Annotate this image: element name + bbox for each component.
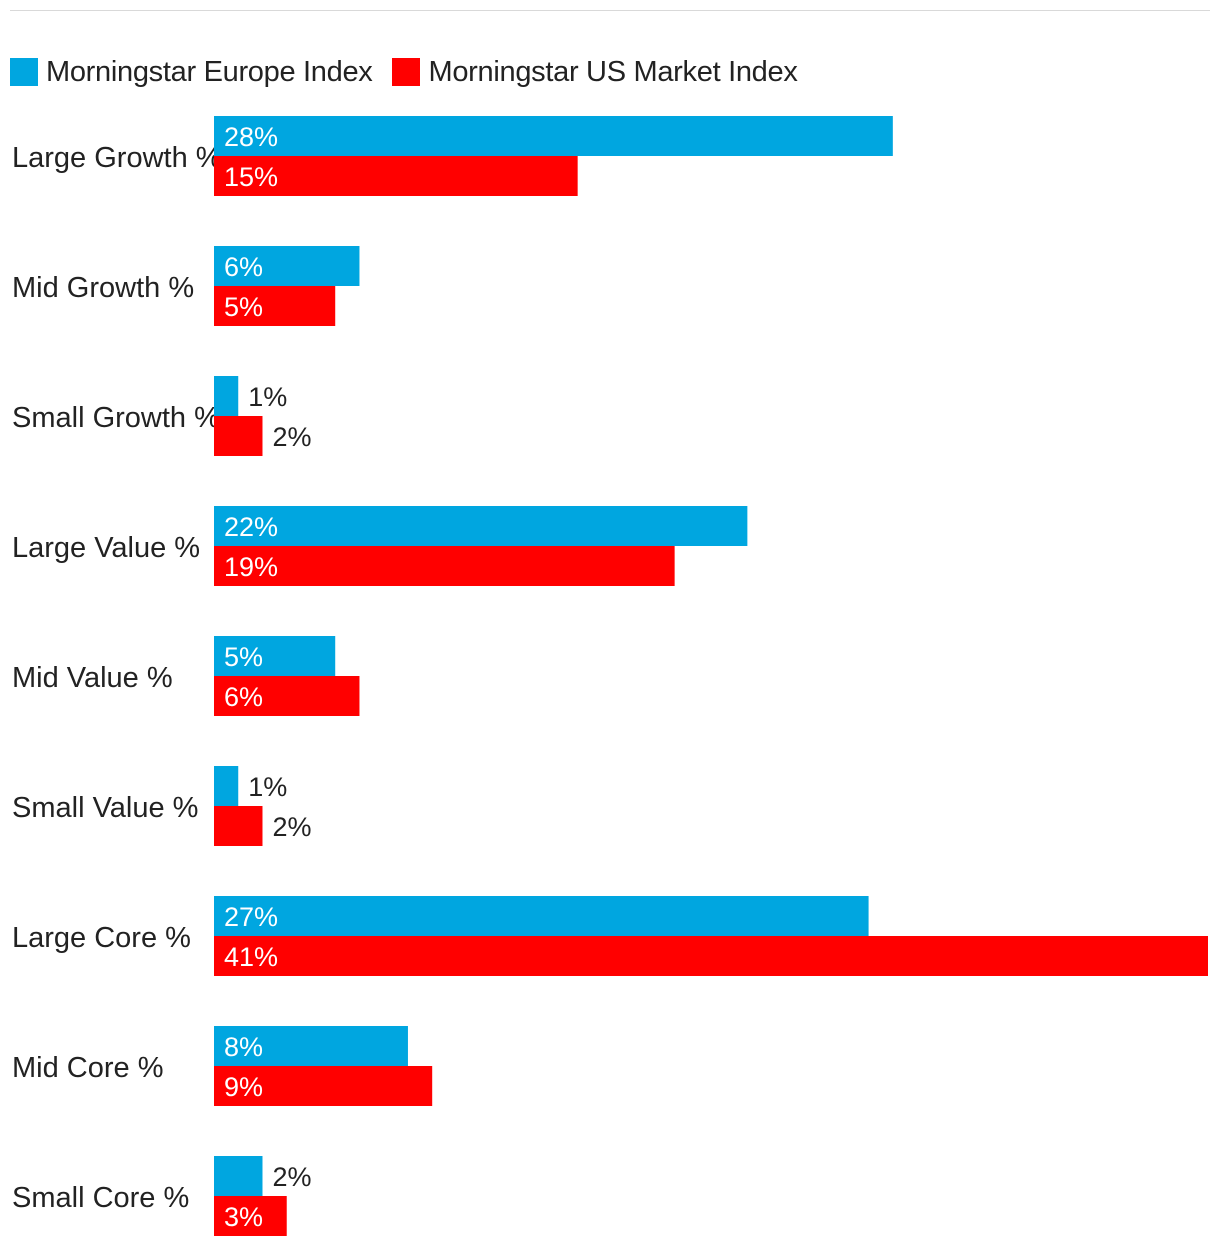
data-label: 19% bbox=[224, 552, 278, 582]
bar-europe bbox=[214, 1156, 263, 1196]
bar-us bbox=[214, 1066, 433, 1106]
data-label: 15% bbox=[224, 162, 278, 192]
bar-us bbox=[214, 936, 1208, 976]
bar-us bbox=[214, 1196, 287, 1236]
data-label: 2% bbox=[272, 1162, 311, 1192]
data-label: 1% bbox=[248, 382, 287, 412]
legend: Morningstar Europe Index Morningstar US … bbox=[10, 52, 818, 92]
legend-label-us: Morningstar US Market Index bbox=[428, 55, 798, 88]
bar-us bbox=[214, 416, 263, 456]
data-label: 27% bbox=[224, 902, 278, 932]
bar-europe bbox=[214, 1026, 408, 1066]
data-label: 2% bbox=[272, 812, 311, 842]
data-label: 5% bbox=[224, 292, 263, 322]
top-divider bbox=[10, 10, 1210, 11]
legend-swatch-us bbox=[392, 58, 421, 86]
category-label: Mid Growth % bbox=[12, 272, 194, 304]
data-label: 41% bbox=[224, 942, 278, 972]
bar-europe bbox=[214, 116, 893, 156]
bar-us bbox=[214, 156, 578, 196]
category-label: Large Value % bbox=[12, 532, 200, 564]
category-label: Small Growth % bbox=[12, 402, 220, 434]
bar-europe bbox=[214, 376, 239, 416]
category-label: Mid Core % bbox=[12, 1052, 164, 1084]
data-label: 5% bbox=[224, 642, 263, 672]
data-label: 22% bbox=[224, 512, 278, 542]
bar-us bbox=[214, 806, 263, 846]
bar-us bbox=[214, 546, 675, 586]
legend-item-europe: Morningstar Europe Index bbox=[10, 55, 373, 89]
bar-europe bbox=[214, 896, 869, 936]
category-label: Small Core % bbox=[12, 1182, 189, 1214]
category-label: Large Core % bbox=[12, 922, 191, 954]
bar-europe bbox=[214, 246, 360, 286]
bar-europe bbox=[214, 766, 239, 806]
bar-us bbox=[214, 286, 336, 326]
data-label: 8% bbox=[224, 1032, 263, 1062]
bar-europe bbox=[214, 506, 748, 546]
data-label: 6% bbox=[224, 252, 263, 282]
data-label: 1% bbox=[248, 772, 287, 802]
legend-item-us: Morningstar US Market Index bbox=[392, 55, 798, 89]
data-label: 9% bbox=[224, 1072, 263, 1102]
bar-europe bbox=[214, 636, 336, 676]
category-label: Small Value % bbox=[12, 792, 198, 824]
legend-label-europe: Morningstar Europe Index bbox=[46, 55, 373, 88]
data-label: 28% bbox=[224, 122, 278, 152]
data-label: 2% bbox=[272, 422, 311, 452]
bar-us bbox=[214, 676, 360, 716]
data-label: 6% bbox=[224, 682, 263, 712]
category-label: Mid Value % bbox=[12, 662, 173, 694]
data-label: 3% bbox=[224, 1202, 263, 1232]
legend-swatch-europe bbox=[10, 58, 38, 86]
category-label: Large Growth % bbox=[12, 142, 222, 174]
